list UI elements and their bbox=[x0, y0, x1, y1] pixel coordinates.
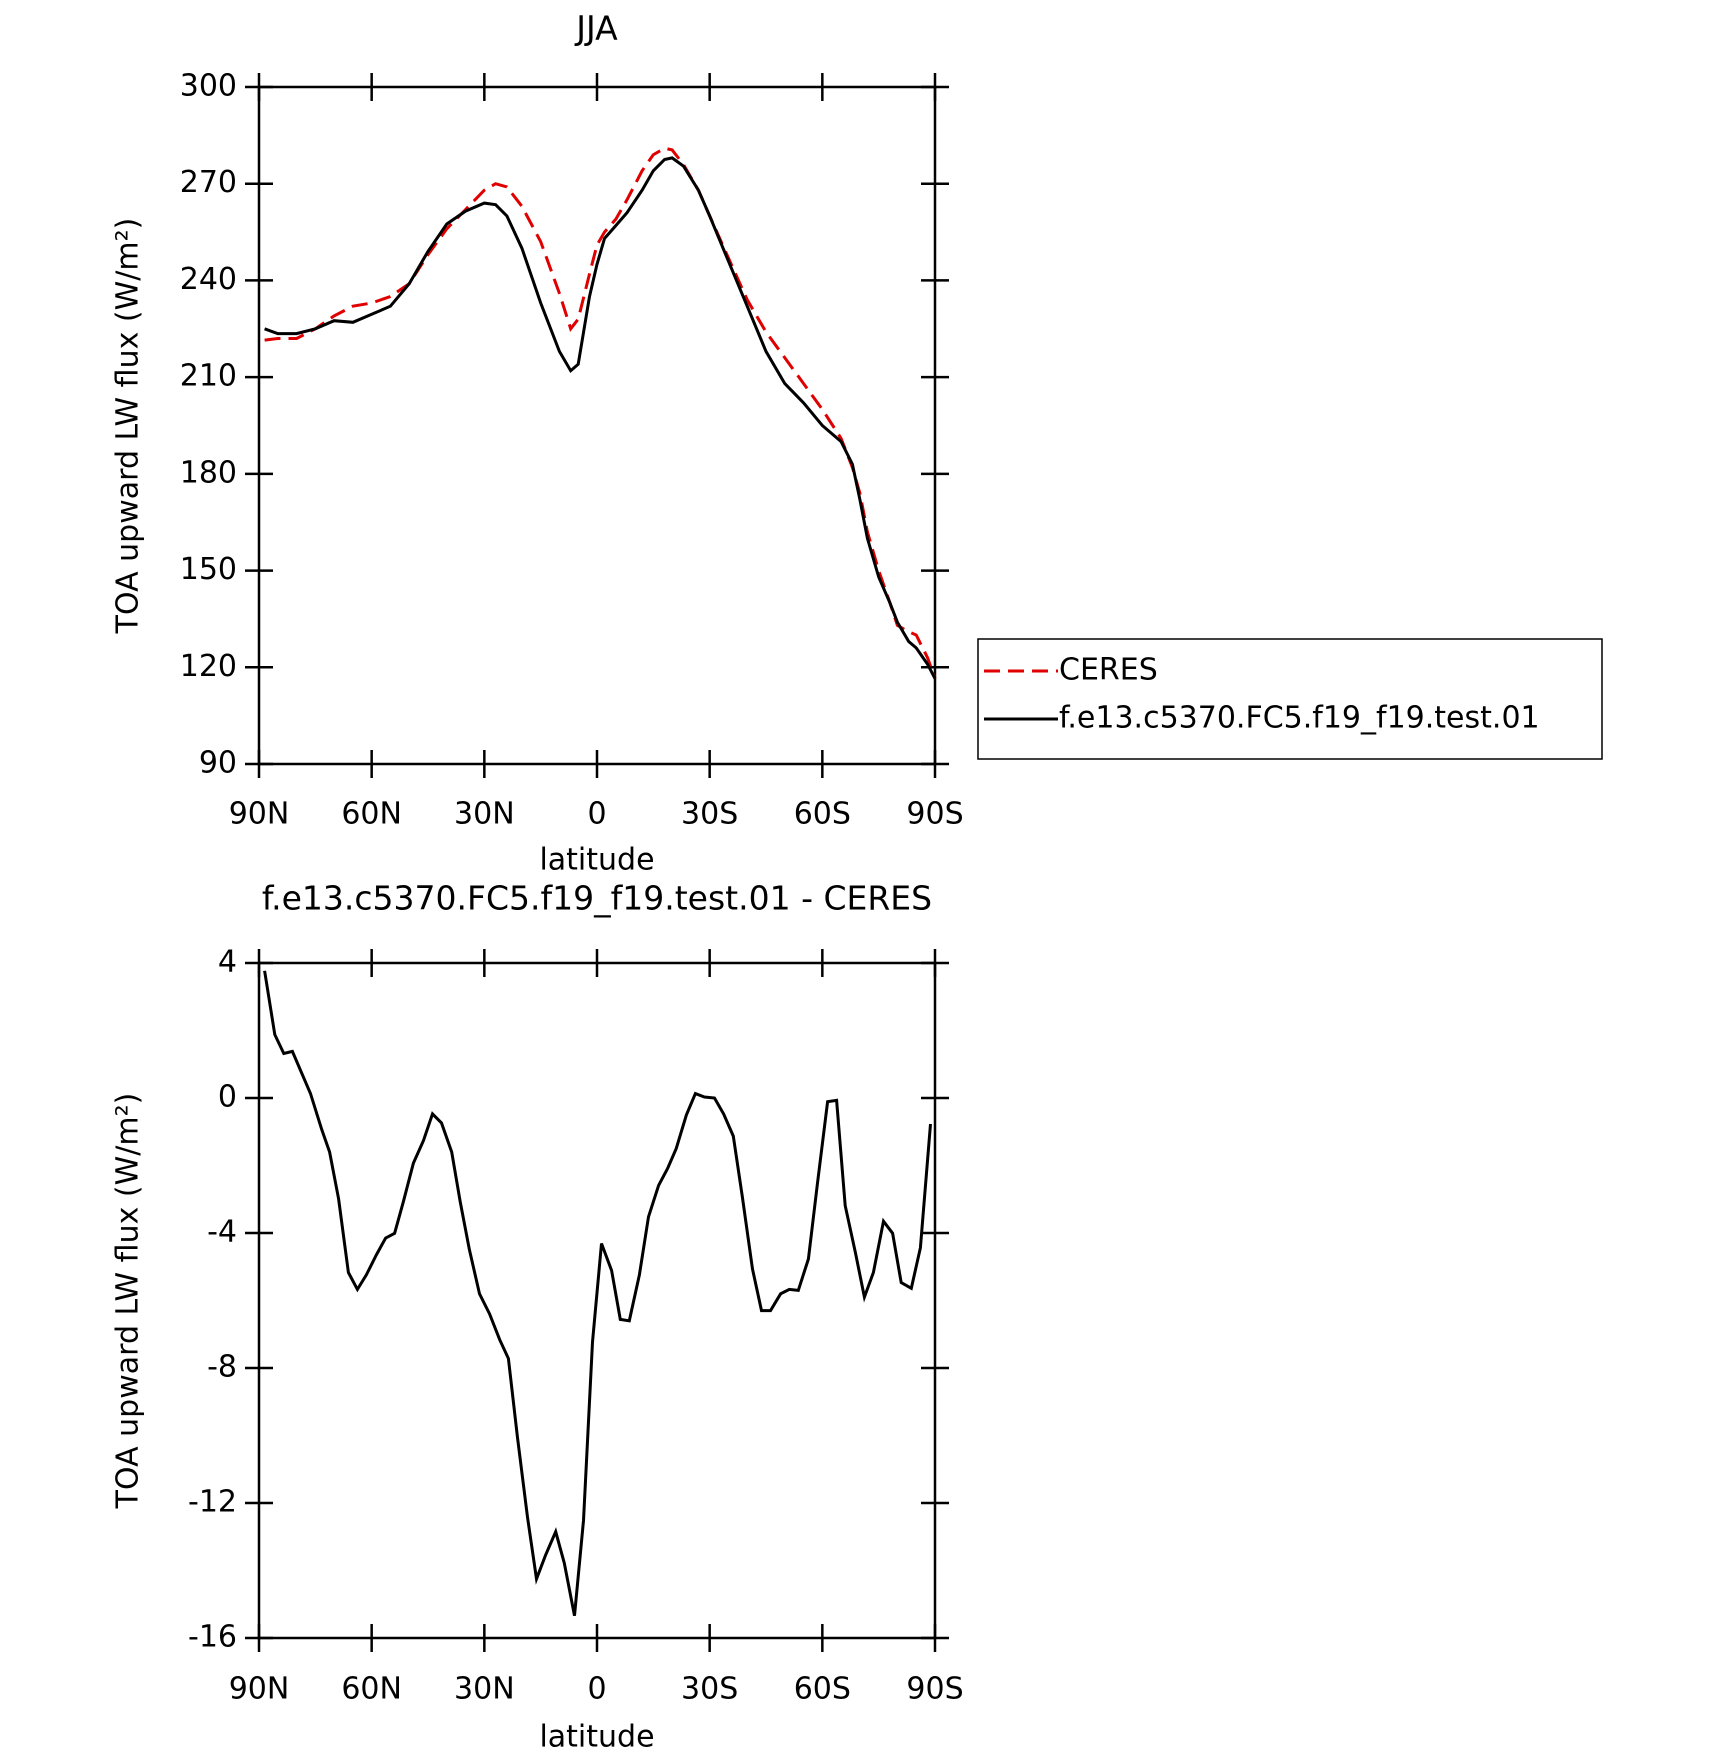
x-tick-label: 0 bbox=[587, 797, 606, 832]
y-axis-label: TOA upward LW flux (W/m²) bbox=[111, 1093, 146, 1510]
y-tick-label: 150 bbox=[180, 552, 237, 587]
x-tick-label: 90S bbox=[906, 1672, 963, 1707]
y-axis-label: TOA upward LW flux (W/m²) bbox=[111, 218, 146, 635]
y-tick-label: 300 bbox=[180, 69, 237, 104]
x-tick-label: 60N bbox=[341, 797, 402, 832]
y-tick-label: -4 bbox=[207, 1215, 237, 1250]
y-tick-label: 120 bbox=[180, 649, 237, 684]
y-tick-label: 210 bbox=[180, 359, 237, 394]
chart-title: f.e13.c5370.FC5.f19_f19.test.01 - CERES bbox=[262, 879, 932, 918]
legend-box bbox=[977, 638, 1603, 760]
x-tick-label: 0 bbox=[587, 1672, 606, 1707]
x-tick-label: 60N bbox=[341, 1672, 402, 1707]
chart-title: JJA bbox=[574, 9, 618, 48]
x-tick-label: 90N bbox=[229, 797, 290, 832]
series-line bbox=[264, 146, 937, 680]
y-tick-label: -8 bbox=[207, 1350, 237, 1385]
series-line bbox=[263, 970, 932, 1616]
legend-label: CERES bbox=[1059, 653, 1158, 688]
x-axis-label: latitude bbox=[539, 843, 654, 878]
legend-label: f.e13.c5370.FC5.f19_f19.test.01 bbox=[1059, 701, 1540, 736]
series-line bbox=[264, 156, 937, 680]
x-tick-label: 90N bbox=[229, 1672, 290, 1707]
y-tick-label: -16 bbox=[188, 1620, 237, 1655]
y-tick-label: 90 bbox=[199, 746, 237, 781]
x-tick-label: 90S bbox=[906, 797, 963, 832]
y-tick-label: 0 bbox=[218, 1080, 237, 1115]
x-tick-label: 30N bbox=[454, 1672, 515, 1707]
x-axis-label: latitude bbox=[539, 1720, 654, 1755]
x-tick-label: 60S bbox=[794, 797, 851, 832]
x-tick-label: 30S bbox=[681, 1672, 738, 1707]
x-tick-label: 30S bbox=[681, 797, 738, 832]
y-tick-label: 180 bbox=[180, 455, 237, 490]
x-tick-label: 30N bbox=[454, 797, 515, 832]
y-tick-label: -12 bbox=[188, 1485, 237, 1520]
y-tick-label: 240 bbox=[180, 262, 237, 297]
y-tick-label: 270 bbox=[180, 165, 237, 200]
x-tick-label: 60S bbox=[794, 1672, 851, 1707]
y-tick-label: 4 bbox=[218, 945, 237, 980]
